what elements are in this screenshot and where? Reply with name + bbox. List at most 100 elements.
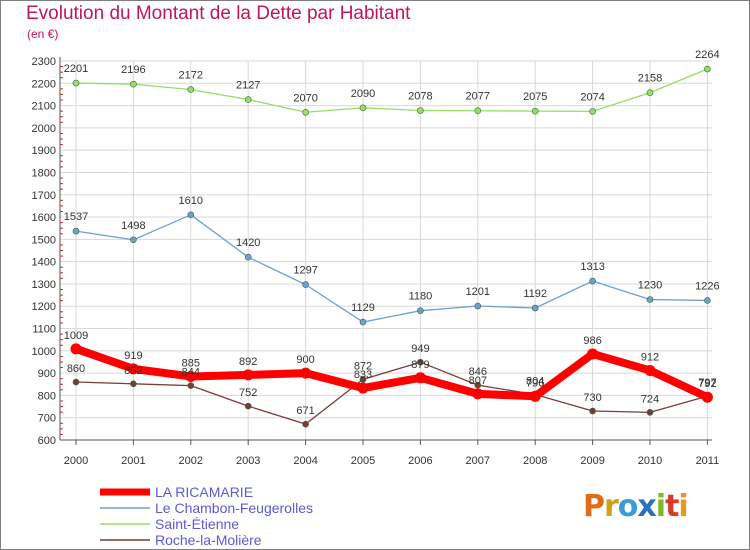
data-label-chambon: 1230: [638, 280, 662, 292]
data-label-roche: 671: [296, 405, 314, 417]
point-saint_etienne: [531, 107, 539, 115]
data-label-chambon: 1226: [695, 280, 719, 292]
data-label-chambon: 1129: [351, 302, 375, 314]
point-saint_etienne: [474, 107, 482, 115]
y-tick-label: 1500: [32, 234, 56, 246]
data-label-saint_etienne: 2201: [64, 63, 88, 75]
x-tick-label: 2000: [64, 455, 88, 467]
y-tick-label: 2300: [32, 56, 56, 68]
point-la_ricamarie: [701, 391, 713, 403]
series-line-chambon: [75, 214, 708, 323]
data-label-saint_etienne: 2075: [523, 91, 547, 103]
data-labels: 2201 2196 2172 2127 2070 2090 2078 2077 2075 2074…: [64, 49, 720, 417]
data-label-chambon: 1498: [121, 220, 145, 232]
y-tick-label: 1400: [32, 257, 56, 269]
logo-letter: i: [678, 489, 688, 524]
x-tick-label: 2003: [236, 455, 260, 467]
proxiti-logo: Proxiti: [583, 489, 689, 524]
y-tick-label: 1900: [32, 145, 56, 157]
y-tick-label: 700: [38, 413, 56, 425]
legend-label-roche: Roche-la-Molière: [155, 532, 262, 548]
point-chambon: [589, 277, 596, 285]
data-label-roche: 804: [526, 376, 544, 388]
logo-letter: o: [617, 489, 639, 524]
data-label-roche: 852: [124, 365, 142, 377]
point-saint_etienne: [302, 108, 309, 116]
data-label-la_ricamarie: 833: [354, 369, 372, 381]
point-la_ricamarie: [472, 388, 484, 400]
point-roche: [72, 378, 80, 386]
point-roche: [417, 358, 424, 366]
data-label-saint_etienne: 2172: [179, 70, 203, 82]
data-label-saint_etienne: 2078: [408, 90, 432, 102]
point-chambon: [704, 297, 711, 304]
data-label-roche: 797: [698, 377, 716, 389]
data-label-saint_etienne: 2077: [466, 91, 490, 103]
x-tick-label: 2001: [121, 455, 145, 467]
point-la_ricamarie: [587, 348, 599, 360]
point-la_ricamarie: [357, 382, 369, 394]
logo-letter: r: [604, 489, 619, 524]
data-label-saint_etienne: 2074: [580, 91, 604, 103]
data-label-roche: 860: [67, 363, 85, 375]
y-tick-label: 2000: [32, 123, 56, 135]
data-label-saint_etienne: 2070: [293, 92, 317, 104]
series-line-saint_etienne: [75, 68, 708, 113]
data-label-chambon: 1537: [64, 211, 88, 223]
point-saint_etienne: [187, 86, 195, 93]
data-label-saint_etienne: 2264: [695, 49, 719, 61]
data-label-saint_etienne: 2127: [236, 80, 260, 92]
point-chambon: [72, 227, 80, 235]
data-label-saint_etienne: 2196: [121, 64, 145, 76]
data-label-chambon: 1420: [236, 237, 260, 249]
logo-letter: i: [655, 489, 666, 524]
data-label-la_ricamarie: 912: [641, 351, 659, 363]
legend-label-chambon: Le Chambon-Feugerolles: [155, 500, 313, 516]
data-label-roche: 724: [641, 393, 659, 405]
point-chambon: [646, 296, 654, 303]
x-tick-label: 2006: [408, 455, 432, 467]
y-tick-label: 2100: [32, 101, 56, 113]
data-label-roche: 872: [354, 360, 372, 372]
point-chambon: [187, 211, 195, 219]
data-label-chambon: 1313: [580, 261, 604, 273]
point-saint_etienne: [417, 107, 424, 114]
point-roche: [302, 420, 309, 428]
point-roche: [646, 409, 654, 416]
point-la_ricamarie: [70, 343, 82, 355]
data-label-roche: 844: [182, 367, 200, 379]
point-roche: [130, 380, 137, 388]
point-saint_etienne: [244, 96, 252, 103]
point-chambon: [130, 236, 137, 244]
data-label-roche: 949: [411, 343, 429, 355]
y-tick-label: 2200: [32, 78, 56, 90]
data-label-la_ricamarie: 919: [124, 350, 142, 362]
point-la_ricamarie: [185, 370, 197, 382]
point-saint_etienne: [359, 104, 367, 112]
series-line-roche: [75, 361, 708, 425]
x-tick-label: 2008: [523, 455, 547, 467]
y-tick-label: 1700: [32, 190, 56, 202]
data-label-la_ricamarie: 1009: [64, 330, 88, 342]
point-roche: [474, 381, 482, 389]
y-tick-label: 600: [38, 435, 56, 447]
legend-label-la_ricamarie: LA RICAMARIE: [155, 484, 253, 500]
data-label-la_ricamarie: 885: [182, 357, 200, 369]
axes: 600 700 800 900 1000 1100 1200 1300 1400 1500 1600…: [32, 56, 720, 467]
point-saint_etienne: [589, 108, 596, 115]
data-label-la_ricamarie: 879: [411, 359, 429, 371]
point-la_ricamarie: [242, 369, 254, 381]
data-label-chambon: 1610: [179, 195, 203, 207]
data-label-chambon: 1180: [409, 291, 433, 303]
x-tick-label: 2005: [351, 455, 375, 467]
point-roche: [187, 382, 195, 389]
logo-letter: P: [583, 489, 605, 524]
legend-label-saint_etienne: Saint-Étienne: [155, 516, 239, 532]
y-tick-label: 1000: [32, 346, 56, 358]
point-chambon: [417, 307, 424, 314]
data-label-la_ricamarie: 900: [296, 354, 314, 366]
point-la_ricamarie: [529, 390, 541, 402]
